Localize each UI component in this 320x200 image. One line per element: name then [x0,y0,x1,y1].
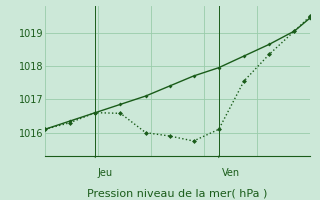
Text: Jeu: Jeu [98,168,113,178]
Text: Ven: Ven [221,168,240,178]
Text: Pression niveau de la mer( hPa ): Pression niveau de la mer( hPa ) [87,189,268,199]
